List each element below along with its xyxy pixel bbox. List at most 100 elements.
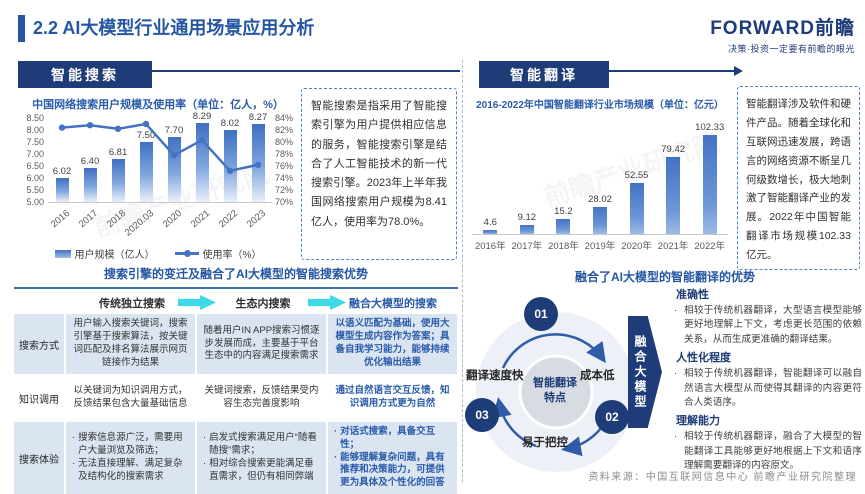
bullet-icon: · [72,432,76,444]
fusion-arrow-label: 融合大模型 [633,334,647,410]
col-header-traditional: 传统独立搜索 [99,298,165,310]
table-row: 知识调用 以关键词为知识调用方式，反馈结果包含大量基础信息 关键词搜索，反馈结果受内… [14,374,458,422]
bar-value-label: 9.12 [517,212,537,224]
table-cell: 用户输入搜索关键词，搜索引擎基于搜索算法，按关键词匹配及排名算法展示网页链接作为… [66,314,197,374]
y-tick-left: 7.50 [26,137,44,147]
bar-value-label: 6.81 [108,146,128,158]
search-evolution-table: 搜索引擎的变迁及融合了AI大模型的智能搜索优势 传统独立搜索 生态内搜索 融合大… [14,265,458,494]
advantage-text: · 相较于传统机器翻译，融合了大模型的智能翻译工具能够更好地根据上下文和语序理解需… [674,431,862,472]
table-cell: · 对话式搜索，具备交互性； · 能够理解复杂问题，具有推荐和决策能力，可提供更为具体… [328,422,457,494]
x-tick-label: 2020.03 [123,208,157,239]
y-tick-left: 6.00 [26,173,44,183]
col-header-llm: 融合大模型的搜索 [349,298,437,310]
table-cell: · 启发式搜索满足用户“随看随搜”需求； · 相对综合搜索更能满足垂直需求，但仍有相同… [197,422,328,494]
x-tick-label: 2017年 [511,241,543,252]
bar [223,129,237,202]
legend-label: 用户规模（亿人） [74,250,155,261]
y-tick-right: 70% [275,197,294,207]
bar [55,177,69,202]
bar-value-label: 7.70 [164,125,184,137]
row-label: 搜索方式 [14,314,66,374]
bar-value-label: 8.02 [220,117,240,129]
bullet-text: 启发式搜索满足用户“随看随搜”需求； [209,432,317,457]
bar [702,134,717,234]
table-cell: 以关键词为知识调用方式，反馈结果包含大量基础信息 [66,374,197,422]
x-tick-label: 2022年 [694,241,726,252]
data-source: 资料来源：中国互联网信息中心 前瞻产业研究院整理 [588,472,857,483]
bar-value-label: 7.50 [136,130,156,141]
y-tick-left: 6.50 [26,161,44,171]
y-tick-right: 80% [275,137,294,147]
bar-value-label: 8.29 [192,111,212,123]
bar [83,168,97,202]
table-cell: 随着用户IN APP搜索习惯逐步发展而成，主要基于平台生态中的内容满足搜索需求 [197,314,328,374]
x-tick-label: 2021 [189,208,213,231]
bar-value-label: 15.2 [554,206,573,218]
y-tick-right: 78% [275,149,294,159]
table-header-row: 传统独立搜索 生态内搜索 融合大模型的搜索 [14,291,458,314]
plot-area: 6.02 6.40 6.81 7.50 7.70 8.29 8.02 8.27 [48,111,272,203]
legend-users: 用户规模（亿人） [54,246,155,261]
row-label: 知识调用 [14,374,66,422]
bar-value-label: 52.55 [624,169,649,181]
advantages-title: 融合了AI大模型的智能翻译的优势 [574,270,755,284]
bullet-text: 搜索信息源广泛，需要用户大量浏览及筛选； [78,432,183,457]
table-title: 搜索引擎的变迁及融合了AI大模型的智能搜索优势 [103,267,368,281]
table-row: 搜索方式 用户输入搜索关键词，搜索引擎基于搜索算法，按关键词匹配及排名算法展示网页… [14,314,458,374]
bar [519,225,534,234]
section-banner-translate: 智能翻译 [479,61,609,88]
table-body: 搜索方式 用户输入搜索关键词，搜索引擎基于搜索算法，按关键词匹配及排名算法展示网页… [14,314,458,494]
bar [483,229,498,234]
y-tick-left: 5.50 [26,185,44,195]
bar [139,142,153,202]
y-tick-right: 76% [275,161,294,171]
table-cell: 以语义匹配为基础，使用大模型生成内容作为答案；具备自我学习能力，能够持续优化输出… [328,314,457,374]
x-tick-label: 2017 [77,208,101,231]
bullet-item: · 相对综合搜索更能满足垂直需求，但仍有相同弊端 [203,458,320,484]
row-label: 搜索体验 [14,422,66,494]
bar [666,156,681,234]
cycle-step-1: 01 [524,297,558,331]
bar-swatch-icon [54,249,71,258]
bar-value-label: 28.02 [588,193,612,205]
bullet-icon: · [334,451,338,463]
bullet-icon: · [203,458,207,470]
chart-legend: 用户规模（亿人） 使用率（%） [14,246,302,261]
bar [629,182,644,234]
fusion-arrow: 融合大模型 [628,316,662,428]
x-tick-label: 2020年 [621,241,652,252]
table-cell: · 搜索信息源广泛，需要用户大量浏览及筛选； · 无法直接理解、满足复杂及结构化的搜索… [66,422,197,494]
column-divider [462,60,463,482]
translation-market-chart: 2016-2022年中国智能翻译行业市场规模（单位：亿元） 4.6 9.12 15.… [466,94,734,262]
chart-title: 2016-2022年中国智能翻译行业市场规模（单位：亿元） [476,100,724,111]
bullet-icon: · [674,305,678,316]
col-header-ecosystem: 生态内搜索 [235,298,291,310]
table-cell: 关键词搜索，反馈结果受内容生态完善度影响 [197,374,328,422]
chart-title: 中国网络搜索用户规模及使用率（单位：亿人，%） [32,99,284,111]
advantages-list: 准确性 · 相较于传统机器翻译，大型语言模型能够更好地理解上下文，考虑更长范围的依… [668,284,862,474]
bullet-icon: · [203,432,207,444]
x-tick-label: 2021年 [657,241,689,252]
section-banner-search: 智能搜索 [18,61,152,88]
cycle-graphic [476,312,636,472]
bullet-item: · 启发式搜索满足用户“随看随搜”需求； [203,432,320,458]
search-users-chart: 中国网络搜索用户规模及使用率（单位：亿人，%） 8.50 8.00 7.50 7.00… [14,94,302,274]
bullet-icon: · [674,368,678,380]
bullet-text: 对话式搜索，具备交互性； [340,426,436,450]
search-note-box: 智能搜索是指采用了智能搜索引擎为用户提供相应信息的服务，智能搜索引擎是结合了人工… [301,88,457,260]
title-accent-bar [18,15,25,42]
advantage-text: · 相较于传统机器翻译，智能翻译可以融自然语言大模型从而使得其翻译的内容更符合人类… [674,368,862,408]
bullet-text: 相对综合搜索更能满足垂直需求，但仍有相同弊端 [209,458,314,482]
brand-logo: FORWARD前瞻 决策·投资一定要有前瞻的眼光 [710,13,855,55]
advantage-heading-humanization: 人性化程度 [676,352,731,365]
x-tick-label: 2016年 [474,241,506,252]
bar-value-label: 8.27 [248,111,268,123]
y-tick-left: 5.00 [26,197,44,207]
bullet-item: · 对话式搜索，具备交互性； [334,426,451,452]
banner-arrowhead-icon [734,66,743,76]
bullet-item: · 无法直接理解、满足复杂及结构化的搜索需求 [72,458,189,484]
bar [556,219,571,234]
x-tick-label: 2023 [245,208,269,231]
bullet-icon: · [334,426,338,437]
legend-rate: 使用率（%） [174,246,261,261]
